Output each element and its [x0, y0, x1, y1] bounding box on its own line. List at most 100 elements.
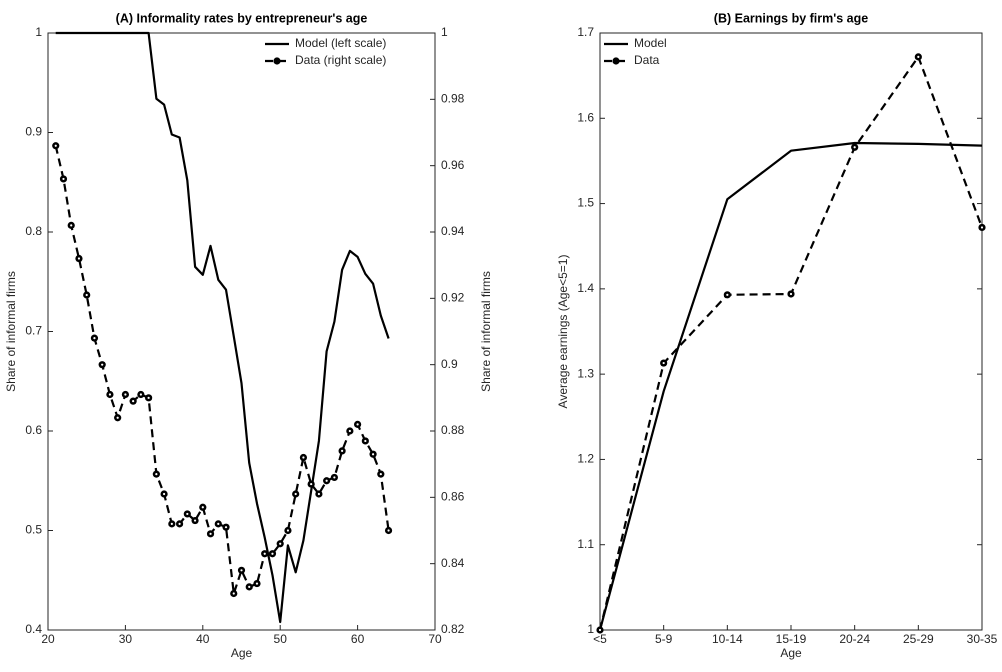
data-point-center [317, 492, 320, 496]
data-point-center [116, 416, 119, 419]
y-tick-label: 0.9 [25, 125, 42, 139]
data-point-center [341, 449, 344, 452]
data-point-center [662, 361, 665, 365]
series-line [55, 31, 390, 624]
x-tick-label: 25-29 [903, 632, 934, 646]
x-tick-label: 30 [119, 632, 133, 646]
data-point-center [387, 529, 390, 532]
y2-tick-label: 0.94 [441, 224, 465, 238]
data-point-center [232, 592, 235, 595]
series-line [598, 141, 983, 631]
data-point-center [163, 492, 166, 496]
data-point-center [598, 628, 602, 632]
y2-tick-label: 0.98 [441, 92, 465, 106]
data-point-center [186, 512, 189, 516]
y-tick-label: 1 [35, 25, 42, 39]
x-tick-label: 5-9 [655, 632, 673, 646]
data-point-center [333, 476, 336, 479]
data-point-center [77, 257, 81, 260]
y2-axis-label: Share of informal firms [479, 271, 493, 392]
y-tick-label: 1.7 [577, 25, 594, 39]
data-point-center [356, 423, 359, 426]
y-axis-label: Share of informal firms [4, 271, 18, 392]
x-tick-label: 10-14 [712, 632, 743, 646]
data-point-center [348, 429, 351, 433]
plot-area [599, 32, 983, 631]
y-tick-label: 0.7 [25, 324, 42, 338]
y-tick-label: 1.3 [577, 366, 594, 380]
data-point-center [302, 456, 305, 459]
y-tick-label: 0.5 [25, 523, 42, 537]
y-tick-label: 1.4 [577, 281, 594, 295]
x-tick-label: 20-24 [839, 632, 870, 646]
data-point-center [789, 292, 793, 296]
data-point-center [364, 439, 367, 443]
data-point-center [54, 144, 57, 147]
data-point-center [379, 473, 382, 476]
data-point-center [271, 552, 274, 555]
x-tick-label: 20 [41, 632, 55, 646]
data-point-center [371, 453, 375, 456]
data-point-center [255, 582, 259, 585]
data-point-center [85, 293, 88, 297]
data-point-center [139, 393, 142, 396]
data-point-center [70, 224, 73, 227]
y2-tick-label: 0.96 [441, 158, 465, 172]
data-point-center [124, 393, 127, 396]
data-point-center [101, 363, 104, 366]
x-tick-label: 15-19 [776, 632, 807, 646]
data-point-center [178, 522, 181, 525]
data-point-center [240, 569, 243, 572]
y2-tick-label: 0.84 [441, 556, 465, 570]
data-point-center [279, 542, 282, 545]
y2-tick-label: 0.88 [441, 423, 465, 437]
y-tick-label: 1.5 [577, 196, 594, 210]
data-point-center [294, 492, 297, 496]
y-tick-label: 1.1 [577, 537, 594, 551]
data-point-center [325, 479, 328, 482]
y2-tick-label: 0.92 [441, 291, 465, 305]
data-point-center [93, 337, 96, 340]
data-point-center [310, 482, 313, 486]
legend-label: Model (left scale) [295, 36, 386, 50]
data-point-center [248, 585, 251, 588]
y-tick-label: 0.6 [25, 423, 42, 437]
y-tick-label: 0.8 [25, 224, 42, 238]
y2-tick-label: 0.86 [441, 490, 465, 504]
y-tick-label: 0.4 [25, 622, 42, 636]
data-point-center [108, 393, 112, 396]
y2-tick-label: 0.82 [441, 622, 465, 636]
y-tick-label: 1.6 [577, 110, 594, 124]
data-point-center [263, 552, 266, 555]
data-point-center [217, 522, 220, 525]
y2-tick-label: 1 [441, 25, 448, 39]
data-point-center [193, 519, 197, 522]
chart-title: (A) Informality rates by entrepreneur's … [116, 11, 368, 25]
x-tick-label: 70 [428, 632, 442, 646]
data-point-center [155, 473, 158, 476]
data-point-center [286, 529, 290, 532]
y-tick-label: 1 [587, 622, 594, 636]
legend-label: Model [634, 36, 667, 50]
data-point-center [201, 506, 204, 509]
data-point-center [917, 55, 920, 58]
data-point-center [132, 400, 135, 403]
x-tick-label: 60 [351, 632, 365, 646]
plot-area [47, 32, 436, 631]
legend-marker [612, 57, 620, 65]
series-line [54, 145, 390, 595]
series-line [598, 55, 984, 631]
legend-marker [273, 57, 281, 65]
x-tick-label: 30-35 [967, 632, 998, 646]
x-tick-label: <5 [593, 632, 607, 646]
data-point-center [853, 146, 856, 149]
data-point-center [209, 532, 212, 535]
chart-title: (B) Earnings by firm's age [714, 11, 868, 25]
y2-tick-label: 0.9 [441, 357, 458, 371]
data-point-center [147, 396, 150, 399]
x-tick-label: 40 [196, 632, 210, 646]
data-point-center [170, 522, 173, 525]
legend-label: Data [634, 53, 660, 67]
data-point-center [726, 293, 729, 296]
